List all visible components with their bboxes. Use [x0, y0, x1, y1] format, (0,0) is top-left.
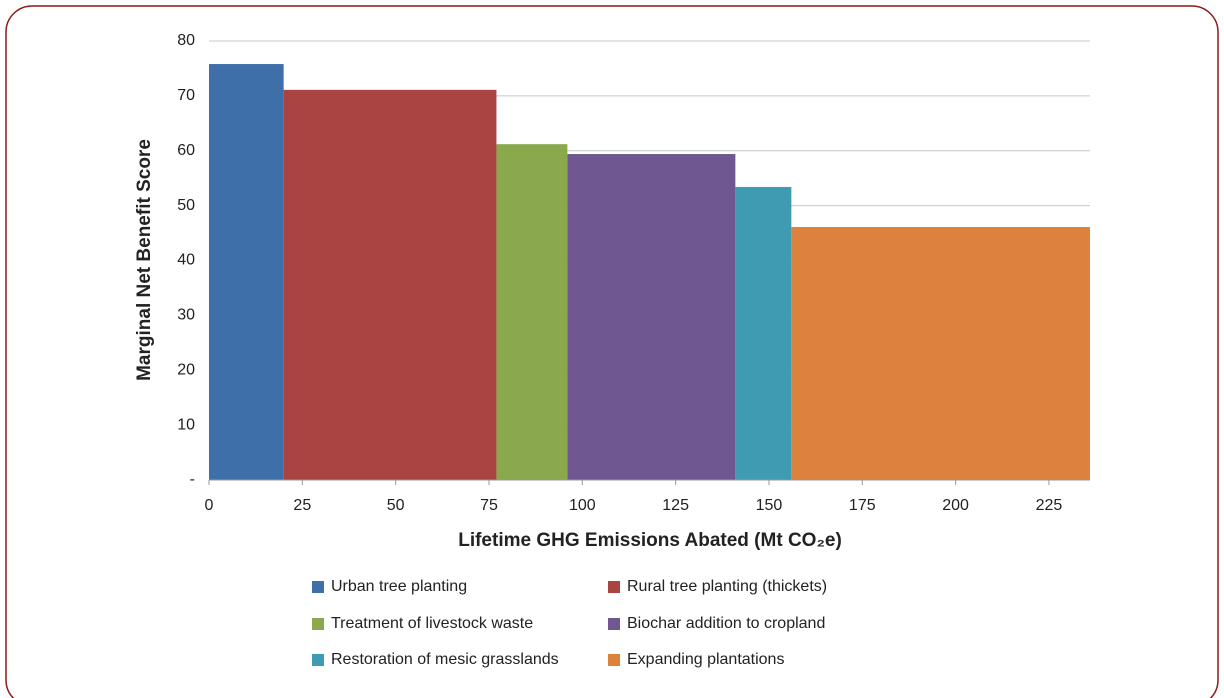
x-tick-label: 50 — [387, 497, 405, 514]
y-tick-label: 60 — [177, 142, 195, 159]
x-tick-label: 75 — [480, 497, 498, 514]
x-axis-title: Lifetime GHG Emissions Abated (Mt CO₂e) — [458, 530, 842, 551]
x-tick-label: 150 — [756, 497, 783, 514]
x-tick-label: 100 — [569, 497, 596, 514]
y-tick-label: 10 — [177, 416, 195, 433]
x-tick-label: 0 — [205, 497, 214, 514]
x-tick-label: 125 — [662, 497, 689, 514]
bar — [567, 154, 736, 481]
x-tick-label: 175 — [849, 497, 876, 514]
bar — [791, 227, 1090, 480]
y-tick-label: 20 — [177, 361, 195, 378]
legend-swatch — [608, 618, 620, 630]
y-tick-label: 80 — [177, 32, 195, 49]
legend-label: Expanding plantations — [627, 651, 784, 668]
y-tick-label: 70 — [177, 87, 195, 104]
legend-swatch — [312, 581, 324, 593]
legend-label: Biochar addition to cropland — [627, 615, 825, 632]
bar — [209, 64, 284, 481]
x-tick-label: 200 — [942, 497, 969, 514]
legend-label: Restoration of mesic grasslands — [331, 651, 559, 668]
y-tick-label: 30 — [177, 307, 195, 324]
y-axis-title: Marginal Net Benefit Score — [134, 139, 155, 381]
legend-swatch — [312, 654, 324, 666]
legend-label: Rural tree planting (thickets) — [627, 578, 827, 595]
legend-swatch — [608, 581, 620, 593]
bar — [496, 144, 568, 481]
y-tick-label: 50 — [177, 197, 195, 214]
legend-label: Treatment of livestock waste — [331, 615, 533, 632]
x-tick-label: 225 — [1036, 497, 1063, 514]
bar — [735, 186, 792, 480]
y-tick-label: 40 — [177, 252, 195, 269]
y-tick-label: - — [190, 471, 195, 488]
legend-label: Urban tree planting — [331, 578, 467, 595]
legend-swatch — [312, 618, 324, 630]
bar — [283, 89, 497, 481]
x-tick-label: 25 — [293, 497, 311, 514]
legend-swatch — [608, 654, 620, 666]
frame — [5, 5, 1219, 698]
